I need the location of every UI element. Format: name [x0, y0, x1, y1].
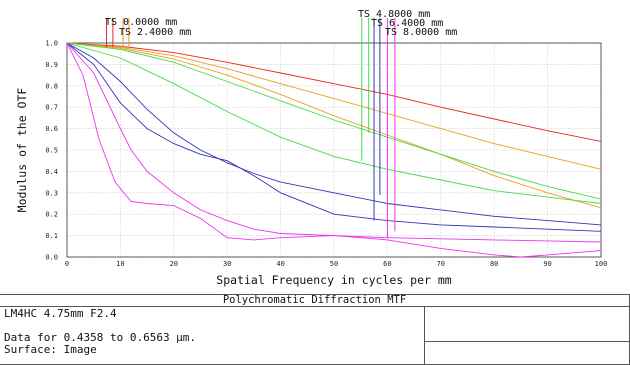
surface-name: Surface: Image: [4, 343, 97, 356]
x-tick-label: 70: [437, 260, 445, 268]
mtf-curve: [66, 42, 602, 204]
y-tick-label: 0.7: [45, 104, 58, 112]
mtf-curve: [66, 42, 602, 209]
plot-frame: [66, 42, 602, 258]
y-tick-label: 0.3: [45, 189, 58, 197]
mtf-chart: 0 10 20 30 40 50 60 70 80 90 100 0.0 0.1 0.2 0.3 0.4 0.5…: [15, 9, 608, 287]
field-label: TS 4.8000 mm: [358, 9, 430, 20]
y-tick-label: 0.8: [45, 82, 58, 90]
y-tick-label: 0.5: [45, 147, 58, 155]
y-tick-label: 0.0: [45, 254, 58, 262]
y-tick-label: 0.4: [45, 168, 58, 176]
x-tick-label: 20: [170, 260, 178, 268]
info-divider: [424, 307, 425, 364]
field-label: TS 0.0000 mm: [105, 17, 177, 28]
y-tick-label: 0.6: [45, 125, 58, 133]
mtf-curve: [66, 42, 602, 232]
y-axis-label: Modulus of the OTF: [15, 88, 29, 213]
x-tick-label: 0: [65, 260, 69, 268]
wavelength-range: Data for 0.4358 to 0.6563 μm.: [4, 331, 197, 344]
x-tick-label: 10: [116, 260, 124, 268]
field-label: TS 2.4000 mm: [119, 27, 191, 38]
x-tick-label: 100: [595, 260, 608, 268]
info-panel: Polychromatic Diffraction MTF LM4HC 4.75…: [0, 294, 630, 365]
mtf-curve: [66, 42, 602, 170]
mtf-curve: [66, 42, 602, 243]
field-label: TS 8.0000 mm: [385, 27, 457, 38]
lens-name: LM4HC 4.75mm F2.4: [4, 307, 117, 320]
x-tick-label: 60: [383, 260, 391, 268]
x-tick-label: 50: [330, 260, 338, 268]
x-tick-label: 80: [490, 260, 498, 268]
y-tick-label: 1.0: [45, 40, 58, 48]
field-label: TS 6.4000 mm: [371, 18, 443, 29]
mtf-curve: [66, 42, 602, 226]
x-tick-label: 30: [223, 260, 231, 268]
y-tick-label: 0.1: [45, 232, 58, 240]
info-title: Polychromatic Diffraction MTF: [0, 295, 629, 307]
mtf-curve: [66, 42, 602, 142]
mtf-curve: [66, 42, 602, 200]
x-tick-label: 90: [543, 260, 551, 268]
y-tick-label: 0.2: [45, 211, 58, 219]
info-divider: [424, 341, 629, 342]
x-tick-label: 40: [276, 260, 284, 268]
mtf-curve: [66, 42, 602, 258]
info-text: LM4HC 4.75mm F2.4 Data for 0.4358 to 0.6…: [4, 308, 196, 356]
x-axis-label: Spatial Frequency in cycles per mm: [216, 273, 451, 287]
y-tick-label: 0.9: [45, 61, 58, 69]
